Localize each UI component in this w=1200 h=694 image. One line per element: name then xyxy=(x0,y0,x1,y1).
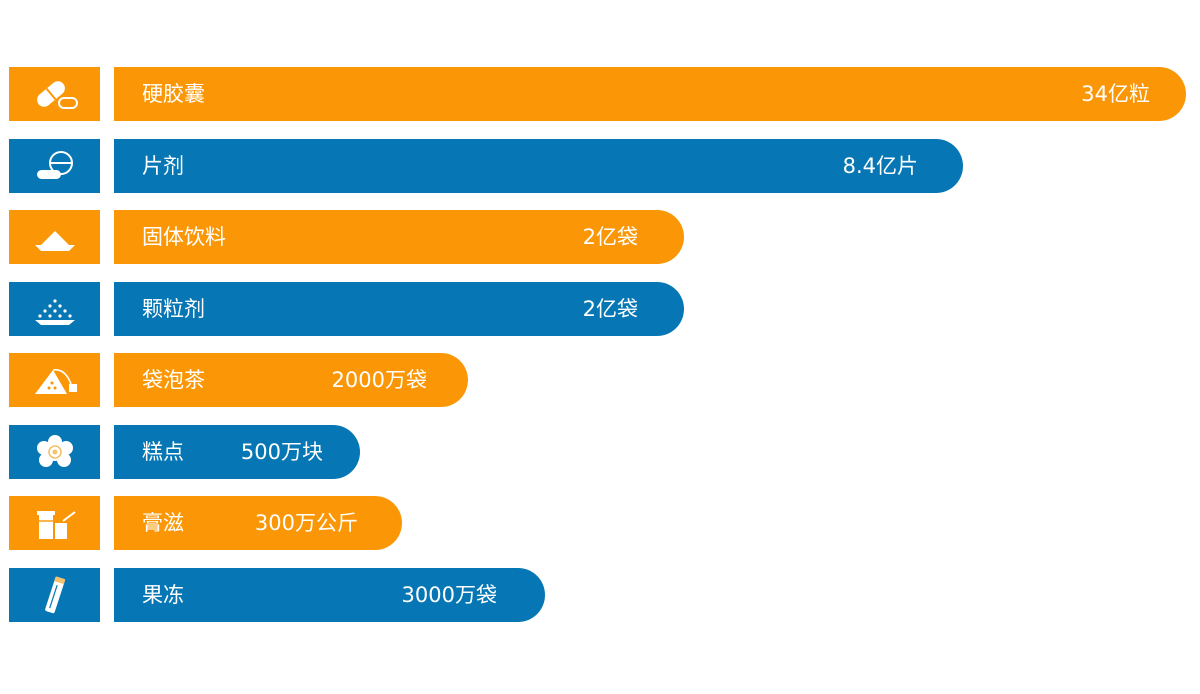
tablet-icon xyxy=(9,138,100,193)
category-label: 片剂 xyxy=(142,153,184,178)
capsule-icon xyxy=(9,67,100,121)
tea-bag-icon xyxy=(9,353,100,407)
bar xyxy=(114,424,360,479)
value-label: 8.4亿片 xyxy=(842,153,918,178)
bar xyxy=(114,496,402,550)
value-label: 2000万袋 xyxy=(331,368,427,392)
category-label: 袋泡茶 xyxy=(142,368,205,392)
value-label: 34亿粒 xyxy=(1081,82,1150,106)
bar xyxy=(114,281,684,336)
value-label: 2亿袋 xyxy=(582,225,638,249)
category-label: 膏滋 xyxy=(142,511,184,535)
bar-row: 硬胶囊 34亿粒 xyxy=(0,67,1200,121)
value-label: 500万块 xyxy=(240,439,323,464)
bar-row: 固体饮料 2亿袋 xyxy=(0,210,1200,264)
bar-row: 片剂 8.4亿片 xyxy=(0,138,1200,193)
bar-row: 糕点 500万块 xyxy=(0,424,1200,479)
category-label: 硬胶囊 xyxy=(142,82,205,106)
bar-row: 袋泡茶 2000万袋 xyxy=(0,353,1200,407)
category-label: 固体饮料 xyxy=(142,225,226,249)
bar-row: 膏滋 300万公斤 xyxy=(0,496,1200,550)
value-label: 3000万袋 xyxy=(401,582,497,607)
jelly-stick-icon xyxy=(9,567,100,622)
bar xyxy=(114,353,468,407)
paste-jar-icon xyxy=(9,496,100,550)
granule-icon xyxy=(9,281,100,336)
bar xyxy=(114,67,1186,121)
value-label: 300万公斤 xyxy=(254,511,358,535)
bar-row: 果冻 3000万袋 xyxy=(0,567,1200,622)
bar xyxy=(114,567,545,622)
bar xyxy=(114,138,963,193)
category-label: 果冻 xyxy=(142,582,184,607)
category-label: 颗粒剂 xyxy=(142,296,205,321)
bar xyxy=(114,210,684,264)
category-label: 糕点 xyxy=(142,439,184,464)
value-label: 2亿袋 xyxy=(582,296,638,321)
bar-row: 颗粒剂 2亿袋 xyxy=(0,281,1200,336)
powder-icon xyxy=(9,210,100,264)
pastry-icon xyxy=(9,424,100,479)
